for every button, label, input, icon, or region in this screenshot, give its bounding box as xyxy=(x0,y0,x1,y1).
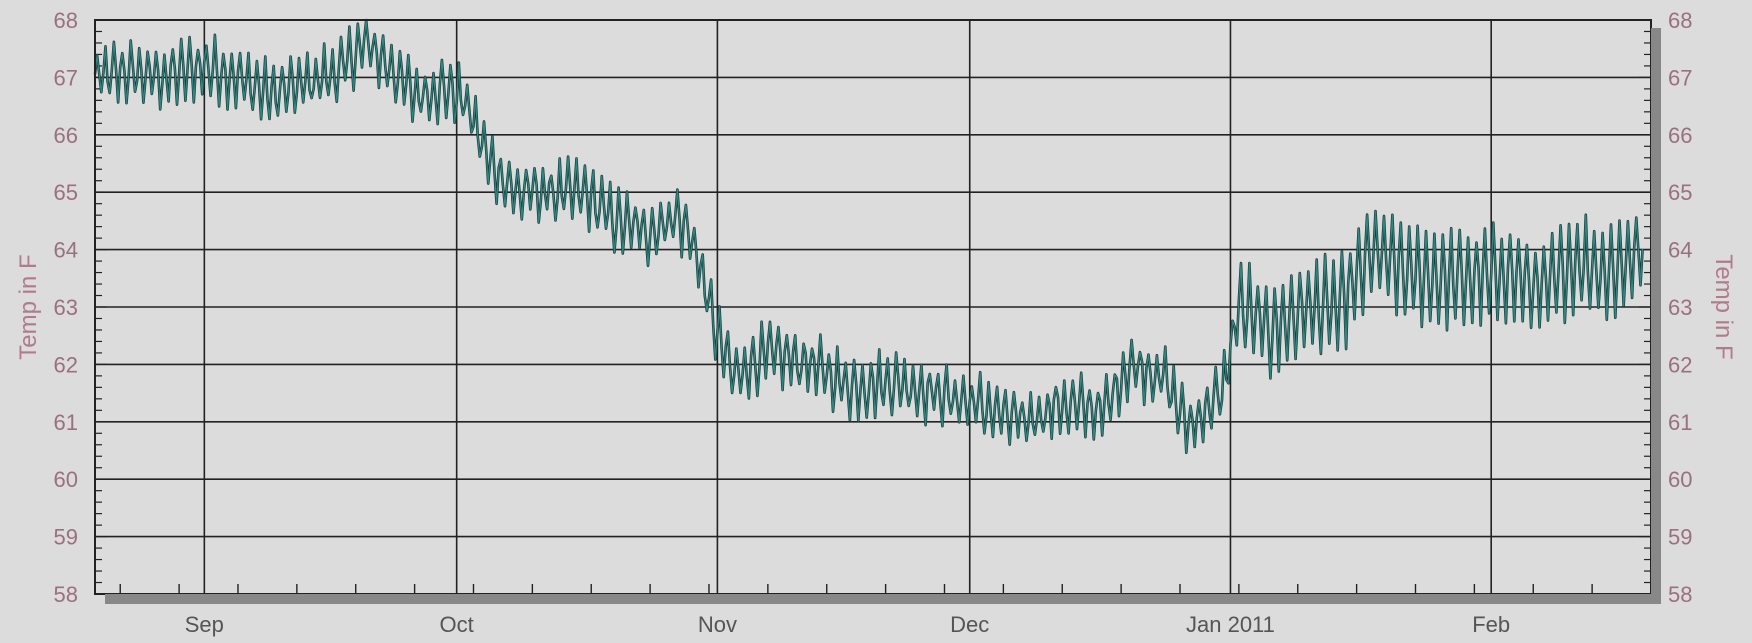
right-axis-bar xyxy=(1651,28,1661,604)
y-tick-label-right: 61 xyxy=(1668,410,1692,435)
y-tick-label-left: 64 xyxy=(54,238,78,263)
y-axis-title-right: Temp in F xyxy=(1710,254,1737,359)
y-tick-label-left: 59 xyxy=(54,525,78,550)
y-tick-label-right: 63 xyxy=(1668,295,1692,320)
y-tick-labels-right: 58 59 60 61 62 63 64 65 66 67 68 xyxy=(1668,8,1692,607)
y-tick-label-right: 58 xyxy=(1668,582,1692,607)
y-tick-label-right: 65 xyxy=(1668,180,1692,205)
y-axis-title-left: Temp in F xyxy=(15,254,42,359)
y-tick-label-left: 67 xyxy=(54,65,78,90)
y-tick-label-left: 61 xyxy=(54,410,78,435)
y-tick-label-left: 63 xyxy=(54,295,78,320)
y-tick-label-right: 62 xyxy=(1668,352,1692,377)
y-tick-label-right: 67 xyxy=(1668,65,1692,90)
y-tick-label-left: 66 xyxy=(54,123,78,148)
x-tick-label: Nov xyxy=(698,612,737,637)
y-tick-label-left: 60 xyxy=(54,467,78,492)
x-tick-label: Jan 2011 xyxy=(1186,612,1275,637)
y-tick-label-left: 62 xyxy=(54,352,78,377)
y-tick-label-right: 66 xyxy=(1668,123,1692,148)
x-tick-label: Sep xyxy=(185,612,224,637)
series-line xyxy=(94,19,1644,454)
y-tick-label-left: 58 xyxy=(54,582,78,607)
y-tick-label-left: 68 xyxy=(54,8,78,33)
series-layer xyxy=(93,18,1644,455)
y-tick-label-right: 59 xyxy=(1668,525,1692,550)
x-tick-label: Feb xyxy=(1472,612,1510,637)
y-tick-label-right: 68 xyxy=(1668,8,1692,33)
y-tick-label-right: 64 xyxy=(1668,238,1692,263)
x-axis-bar xyxy=(105,594,1660,604)
y-tick-label-left: 65 xyxy=(54,180,78,205)
x-tick-label: Dec xyxy=(950,612,989,637)
x-tick-label: Oct xyxy=(440,612,474,637)
x-tick-labels: Sep Oct Nov Dec Jan 2011 Feb xyxy=(185,612,1510,637)
y-tick-label-right: 60 xyxy=(1668,467,1692,492)
y-tick-labels-left: 58 59 60 61 62 63 64 65 66 67 68 xyxy=(54,8,78,607)
